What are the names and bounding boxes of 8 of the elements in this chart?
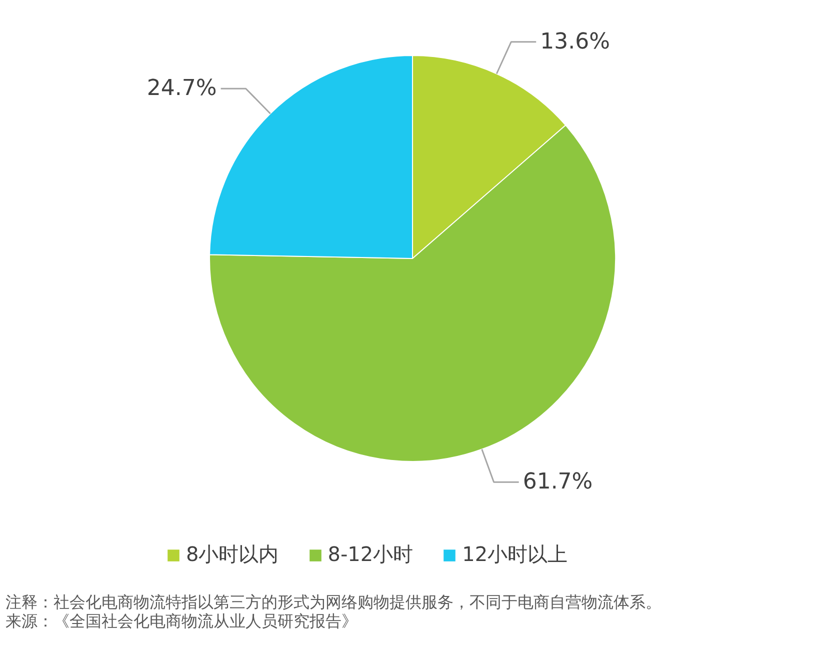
- data-label: 13.6%: [540, 29, 610, 54]
- source-note: 来源：《全国社会化电商物流从业人员研究报告》: [6, 612, 358, 630]
- text: 注释：社会化电商物流特指以第三方的形式为网络购物提供服务，不同于电商自营物流体系。: [6, 592, 662, 612]
- data-label: 61.7%: [522, 470, 593, 495]
- legend-label: 8小时以内: [186, 541, 279, 568]
- legend-label: 12小时以上: [462, 541, 568, 568]
- data-label: 24.7%: [146, 76, 217, 102]
- legend-label: 8-12小时: [328, 541, 414, 568]
